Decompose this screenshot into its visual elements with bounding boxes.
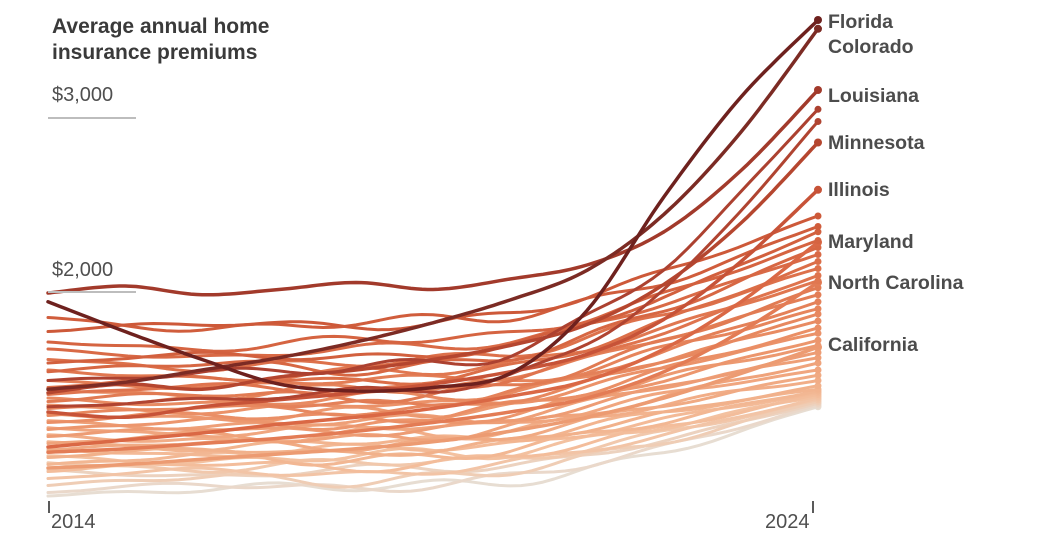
x-axis-label-2014: 2014 [51, 511, 96, 533]
y-axis-label-2000: $2,000 [52, 259, 114, 281]
line-maryland [46, 240, 820, 449]
endpoint-dot-state-20 [814, 329, 822, 337]
line-state-33 [46, 393, 820, 474]
line-louisiana [46, 88, 820, 297]
endpoint-dot-illinois [814, 185, 822, 194]
line-state-32 [46, 391, 820, 459]
endpoint-dot-state-28 [814, 377, 822, 384]
endpoint-dot-state-02 [814, 118, 822, 125]
endpoint-dot-florida [814, 16, 822, 24]
line-state-23 [46, 351, 820, 438]
line-state-04 [46, 225, 820, 333]
state-label-colorado: Colorado [828, 35, 914, 58]
endpoint-dot-colorado [814, 24, 822, 33]
line-state-08 [46, 253, 820, 359]
line-north-carolina [46, 280, 820, 455]
state-label-florida: Florida [828, 11, 894, 33]
endpoint-dot-state-03 [814, 212, 822, 220]
state-label-california: California [828, 334, 918, 357]
line-state-05 [46, 230, 820, 365]
endpoint-dot-state-19 [814, 324, 822, 332]
endpoint-dot-state-09 [814, 258, 822, 265]
state-label-maryland: Maryland [828, 231, 914, 254]
endpoint-dot-state-05 [814, 228, 822, 236]
endpoint-dot-louisiana [814, 86, 822, 94]
endpoint-dot-state-29 [814, 382, 822, 390]
line-illinois [46, 188, 820, 420]
line-state-18 [46, 319, 820, 407]
line-state-29 [46, 384, 820, 459]
endpoint-dot-state-11 [814, 272, 822, 279]
endpoint-dot-state-24 [814, 354, 822, 362]
y-axis-tick-line-3000 [48, 117, 136, 119]
line-state-35 [46, 396, 820, 480]
x-axis-tick-2024 [812, 501, 814, 513]
endpoint-dot-state-16 [814, 305, 822, 313]
line-state-38 [46, 401, 820, 478]
state-label-minnesota: Minnesota [828, 131, 925, 154]
y-axis-tick-line-2000 [48, 291, 136, 293]
line-colorado [46, 27, 820, 392]
endpoint-dot-minnesota [814, 138, 822, 147]
endpoint-dot-state-14 [814, 291, 822, 299]
state-label-illinois: Illinois [828, 178, 890, 201]
endpoint-dot-state-01 [814, 105, 822, 113]
endpoint-dot-state-26 [814, 366, 822, 374]
endpoint-dot-state-04 [814, 223, 822, 230]
line-florida [46, 18, 820, 393]
endpoint-dot-state-12 [814, 277, 822, 285]
endpoint-dot-state-22 [814, 342, 822, 349]
endpoint-dot-state-25 [814, 359, 822, 367]
x-axis-label-2024: 2024 [765, 511, 810, 533]
endpoint-dot-state-17 [814, 310, 822, 318]
state-label-north-carolina: North Carolina [828, 271, 964, 294]
endpoint-dot-state-06 [814, 237, 822, 244]
endpoint-dot-state-15 [814, 298, 822, 306]
line-california [46, 345, 820, 470]
endpoint-dot-state-10 [814, 265, 822, 272]
line-state-28 [46, 379, 820, 444]
endpoint-dot-state-21 [814, 336, 822, 344]
chart-title: Average annual home insurance premiums [52, 15, 270, 64]
line-state-02 [46, 120, 820, 409]
endpoint-dot-state-27 [814, 371, 822, 379]
x-axis-tick-2014 [48, 501, 50, 513]
y-axis-label-3000: $3,000 [52, 84, 114, 106]
state-label-louisiana: Louisiana [828, 85, 920, 107]
line-state-31 [46, 389, 820, 467]
line-state-40 [46, 405, 820, 498]
line-state-22 [46, 344, 820, 423]
endpoint-dot-state-08 [814, 251, 822, 258]
endpoint-dot-state-18 [814, 317, 822, 325]
